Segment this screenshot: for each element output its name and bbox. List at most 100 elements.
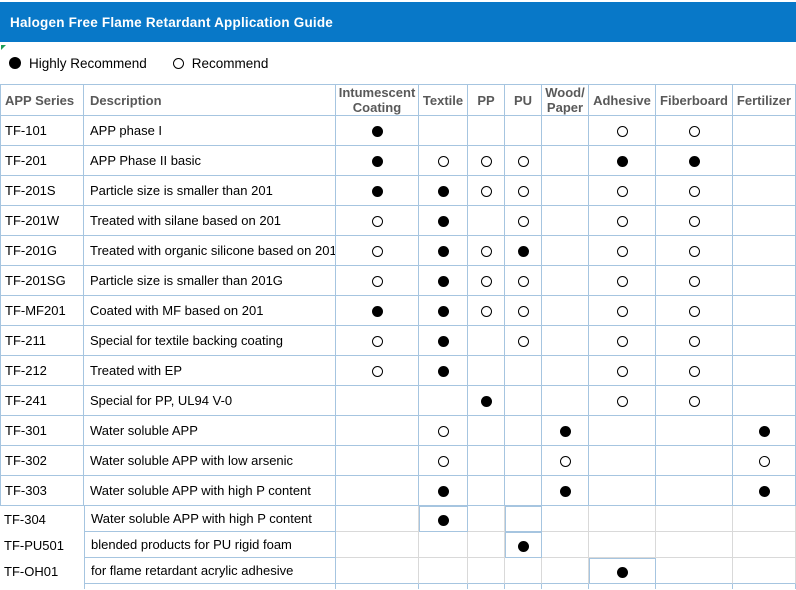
cell-fiberboard[interactable] (656, 476, 733, 506)
cell-textile[interactable] (419, 476, 468, 506)
cell-series[interactable]: TF-101 (0, 116, 84, 146)
cell-description[interactable]: Particle size is smaller than 201 (84, 176, 336, 206)
cell-wood[interactable] (542, 532, 589, 558)
cell-fiberboard[interactable] (656, 356, 733, 386)
cell-pp[interactable] (468, 386, 505, 416)
cell-pu[interactable] (505, 296, 542, 326)
cell-fertilizer[interactable] (733, 326, 796, 356)
cell-fertilizer[interactable] (733, 296, 796, 326)
cell-textile[interactable] (419, 532, 468, 558)
cell-intumescent[interactable] (336, 206, 419, 236)
cell-textile[interactable] (419, 116, 468, 146)
cell-wood[interactable] (542, 206, 589, 236)
cell-fertilizer[interactable] (733, 386, 796, 416)
cell-pp[interactable] (468, 416, 505, 446)
column-header-fertilizer[interactable]: Fertilizer (733, 84, 796, 116)
cell-textile[interactable] (419, 236, 468, 266)
cell-fiberboard[interactable] (656, 296, 733, 326)
column-header-fiberboard[interactable]: Fiberboard (656, 84, 733, 116)
cell-intumescent[interactable] (336, 236, 419, 266)
cell-fiberboard[interactable] (656, 506, 733, 532)
cell-description[interactable]: Water soluble APP (84, 416, 336, 446)
cell-intumescent[interactable] (336, 446, 419, 476)
column-header-wood[interactable]: Wood/ Paper (542, 84, 589, 116)
cell-pp[interactable] (468, 176, 505, 206)
cell-description[interactable]: blended products for PU rigid foam (84, 532, 336, 558)
cell-intumescent[interactable] (336, 416, 419, 446)
cell-adhesive[interactable] (589, 558, 656, 584)
cell-fertilizer[interactable] (733, 416, 796, 446)
cell-description[interactable]: Special for textile backing coating (84, 326, 336, 356)
cell-pp[interactable] (468, 326, 505, 356)
cell-fiberboard[interactable] (656, 558, 733, 584)
cell-intumescent[interactable] (336, 146, 419, 176)
cell-adhesive[interactable] (589, 206, 656, 236)
cell-intumescent[interactable] (336, 506, 419, 532)
cell-fiberboard[interactable] (656, 416, 733, 446)
cell-description[interactable]: APP Phase II basic (84, 146, 336, 176)
cell-series[interactable]: TF-302 (0, 446, 84, 476)
cell-description[interactable]: Treated with organic silicone based on 2… (84, 236, 336, 266)
cell-pp[interactable] (468, 236, 505, 266)
column-header-series[interactable]: APP Series (0, 84, 84, 116)
cell-description[interactable]: Particle size is smaller than 201G (84, 266, 336, 296)
cell-wood[interactable] (542, 266, 589, 296)
cell-textile[interactable] (419, 446, 468, 476)
cell-textile[interactable] (419, 506, 468, 532)
cell-pu[interactable] (505, 236, 542, 266)
cell-pu[interactable] (505, 206, 542, 236)
cell-adhesive[interactable] (589, 476, 656, 506)
cell-textile[interactable] (419, 356, 468, 386)
cell-textile[interactable] (419, 266, 468, 296)
cell-wood[interactable] (542, 416, 589, 446)
column-header-intumescent[interactable]: Intumescent Coating (336, 84, 419, 116)
cell-adhesive[interactable] (589, 146, 656, 176)
cell-intumescent[interactable] (336, 356, 419, 386)
cell-fiberboard[interactable] (656, 446, 733, 476)
cell-intumescent[interactable] (336, 296, 419, 326)
cell-wood[interactable] (542, 236, 589, 266)
cell-series[interactable]: TF-241 (0, 386, 84, 416)
cell-wood[interactable] (542, 326, 589, 356)
cell-wood[interactable] (542, 116, 589, 146)
cell-description[interactable]: Treated with EP (84, 356, 336, 386)
cell-pp[interactable] (468, 146, 505, 176)
cell-adhesive[interactable] (589, 296, 656, 326)
cell-fertilizer[interactable] (733, 206, 796, 236)
cell-series[interactable]: TF-304 (4, 511, 46, 527)
cell-series[interactable]: TF-201G (0, 236, 84, 266)
cell-fertilizer[interactable] (733, 356, 796, 386)
cell-pp[interactable] (468, 296, 505, 326)
cell-pp[interactable] (468, 558, 505, 584)
cell-adhesive[interactable] (589, 176, 656, 206)
cell-description[interactable]: Water soluble APP with high P content (84, 506, 336, 532)
cell-pu[interactable] (505, 476, 542, 506)
cell-fertilizer[interactable] (733, 176, 796, 206)
cell-adhesive[interactable] (589, 326, 656, 356)
cell-series[interactable]: TF-PU501 (4, 537, 64, 553)
cell-pu[interactable] (505, 146, 542, 176)
cell-wood[interactable] (542, 176, 589, 206)
column-header-description[interactable]: Description (84, 84, 336, 116)
cell-intumescent[interactable] (336, 532, 419, 558)
cell-wood[interactable] (542, 558, 589, 584)
cell-adhesive[interactable] (589, 386, 656, 416)
cell-series[interactable]: TF-MF201 (0, 296, 84, 326)
cell-wood[interactable] (542, 446, 589, 476)
cell-series[interactable]: TF-211 (0, 326, 84, 356)
cell-textile[interactable] (419, 558, 468, 584)
cell-intumescent[interactable] (336, 558, 419, 584)
cell-wood[interactable] (542, 386, 589, 416)
cell-series[interactable]: TF-212 (0, 356, 84, 386)
cell-pp[interactable] (468, 116, 505, 146)
cell-wood[interactable] (542, 356, 589, 386)
cell-wood[interactable] (542, 476, 589, 506)
cell-series[interactable]: TF-OH01 (4, 563, 59, 579)
cell-intumescent[interactable] (336, 266, 419, 296)
cell-fiberboard[interactable] (656, 386, 733, 416)
cell-fertilizer[interactable] (733, 146, 796, 176)
cell-description[interactable]: Treated with silane based on 201 (84, 206, 336, 236)
cell-wood[interactable] (542, 506, 589, 532)
cell-pu[interactable] (505, 266, 542, 296)
cell-fiberboard[interactable] (656, 176, 733, 206)
